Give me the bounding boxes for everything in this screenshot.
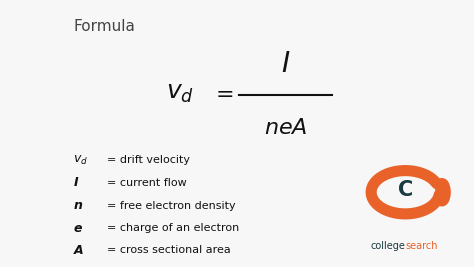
Text: college: college	[370, 241, 405, 251]
Text: $\boldsymbol{I}$: $\boldsymbol{I}$	[73, 176, 80, 189]
Text: search: search	[405, 241, 438, 251]
Text: C: C	[398, 180, 413, 199]
Text: $\boldsymbol{A}$: $\boldsymbol{A}$	[73, 244, 85, 257]
Text: = charge of an electron: = charge of an electron	[107, 223, 239, 233]
Text: $\boldsymbol{n}$: $\boldsymbol{n}$	[73, 199, 83, 212]
Text: Formula: Formula	[73, 19, 136, 34]
Text: = free electron density: = free electron density	[107, 201, 235, 211]
Text: = cross sectional area: = cross sectional area	[107, 245, 230, 256]
Text: = current flow: = current flow	[107, 178, 186, 188]
Text: $\mathit{I}$: $\mathit{I}$	[281, 50, 291, 78]
Text: $=$: $=$	[211, 84, 234, 103]
Text: $\boldsymbol{e}$: $\boldsymbol{e}$	[73, 222, 83, 235]
Text: $\mathit{v}_{\mathit{d}}$: $\mathit{v}_{\mathit{d}}$	[166, 81, 194, 105]
Text: $\mathit{neA}$: $\mathit{neA}$	[264, 118, 308, 138]
Text: $\boldsymbol{v_d}$: $\boldsymbol{v_d}$	[73, 154, 89, 167]
Text: = drift velocity: = drift velocity	[107, 155, 190, 165]
